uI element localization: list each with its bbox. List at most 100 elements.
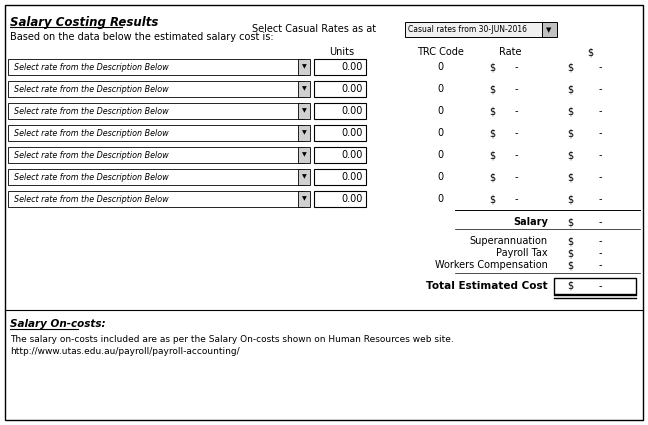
Text: $: $ bbox=[489, 172, 495, 182]
Text: -: - bbox=[598, 62, 602, 72]
Text: Select rate from the Description Below: Select rate from the Description Below bbox=[14, 85, 168, 94]
Bar bbox=[8, 191, 304, 207]
Text: Select rate from the Description Below: Select rate from the Description Below bbox=[14, 195, 168, 204]
Bar bbox=[314, 81, 366, 97]
Bar bbox=[405, 22, 547, 37]
Text: $: $ bbox=[567, 217, 573, 227]
Text: $: $ bbox=[567, 194, 573, 204]
Text: 0: 0 bbox=[437, 106, 443, 116]
Text: Salary On-costs:: Salary On-costs: bbox=[10, 319, 106, 329]
Text: Select rate from the Description Below: Select rate from the Description Below bbox=[14, 150, 168, 159]
Text: -: - bbox=[515, 150, 518, 160]
Bar bbox=[8, 81, 304, 97]
Text: ▼: ▼ bbox=[301, 175, 307, 179]
Text: ▼: ▼ bbox=[301, 153, 307, 158]
Text: -: - bbox=[515, 194, 518, 204]
Text: $: $ bbox=[567, 150, 573, 160]
Text: $: $ bbox=[567, 106, 573, 116]
Text: Payroll Tax: Payroll Tax bbox=[496, 248, 548, 258]
Text: -: - bbox=[598, 281, 602, 291]
Text: Select rate from the Description Below: Select rate from the Description Below bbox=[14, 62, 168, 71]
Text: $: $ bbox=[567, 260, 573, 270]
Text: $: $ bbox=[489, 106, 495, 116]
Text: $: $ bbox=[489, 150, 495, 160]
Text: $: $ bbox=[567, 172, 573, 182]
Text: $: $ bbox=[567, 128, 573, 138]
Bar bbox=[298, 169, 310, 185]
Bar bbox=[298, 103, 310, 119]
Text: $: $ bbox=[587, 47, 593, 57]
Text: $: $ bbox=[567, 281, 573, 291]
Text: Select Casual Rates as at: Select Casual Rates as at bbox=[252, 24, 376, 34]
Bar bbox=[542, 22, 557, 37]
Text: TRC Code: TRC Code bbox=[417, 47, 463, 57]
Text: -: - bbox=[598, 236, 602, 246]
Text: 0: 0 bbox=[437, 84, 443, 94]
Text: -: - bbox=[598, 172, 602, 182]
Text: 0.00: 0.00 bbox=[341, 194, 363, 204]
Bar bbox=[314, 191, 366, 207]
Text: ▼: ▼ bbox=[301, 108, 307, 113]
Text: -: - bbox=[515, 106, 518, 116]
Text: Salary: Salary bbox=[513, 217, 548, 227]
Text: Based on the data below the estimated salary cost is:: Based on the data below the estimated sa… bbox=[10, 32, 273, 42]
Text: -: - bbox=[515, 172, 518, 182]
Text: $: $ bbox=[567, 84, 573, 94]
Text: Workers Compensation: Workers Compensation bbox=[435, 260, 548, 270]
Bar bbox=[8, 169, 304, 185]
Bar bbox=[554, 278, 636, 294]
Text: Select rate from the Description Below: Select rate from the Description Below bbox=[14, 107, 168, 116]
Text: 0: 0 bbox=[437, 128, 443, 138]
Text: -: - bbox=[515, 128, 518, 138]
Text: -: - bbox=[598, 248, 602, 258]
Text: 0: 0 bbox=[437, 150, 443, 160]
Text: $: $ bbox=[567, 236, 573, 246]
Text: $: $ bbox=[489, 62, 495, 72]
Text: Salary Costing Results: Salary Costing Results bbox=[10, 15, 158, 28]
Text: -: - bbox=[515, 62, 518, 72]
Bar bbox=[314, 59, 366, 75]
Text: Rate: Rate bbox=[499, 47, 521, 57]
Text: ▼: ▼ bbox=[301, 130, 307, 136]
Bar bbox=[314, 169, 366, 185]
Bar bbox=[298, 81, 310, 97]
Text: 0: 0 bbox=[437, 194, 443, 204]
Bar bbox=[298, 191, 310, 207]
Text: 0.00: 0.00 bbox=[341, 84, 363, 94]
Bar bbox=[314, 147, 366, 163]
Bar bbox=[8, 147, 304, 163]
Text: Select rate from the Description Below: Select rate from the Description Below bbox=[14, 128, 168, 138]
Text: -: - bbox=[598, 194, 602, 204]
Bar bbox=[298, 59, 310, 75]
Text: ▼: ▼ bbox=[301, 196, 307, 201]
Text: Superannuation: Superannuation bbox=[470, 236, 548, 246]
Text: http://www.utas.edu.au/payroll/payroll-accounting/: http://www.utas.edu.au/payroll/payroll-a… bbox=[10, 346, 240, 355]
Bar bbox=[8, 59, 304, 75]
Text: 0.00: 0.00 bbox=[341, 172, 363, 182]
Bar bbox=[314, 103, 366, 119]
Text: $: $ bbox=[489, 194, 495, 204]
Text: 0.00: 0.00 bbox=[341, 62, 363, 72]
Text: -: - bbox=[598, 106, 602, 116]
Text: -: - bbox=[598, 260, 602, 270]
Text: $: $ bbox=[489, 84, 495, 94]
Text: -: - bbox=[598, 150, 602, 160]
Text: -: - bbox=[598, 128, 602, 138]
Text: -: - bbox=[598, 84, 602, 94]
Text: -: - bbox=[598, 217, 602, 227]
Text: Total Estimated Cost: Total Estimated Cost bbox=[426, 281, 548, 291]
Bar bbox=[8, 103, 304, 119]
Bar bbox=[8, 125, 304, 141]
Text: $: $ bbox=[567, 62, 573, 72]
Bar bbox=[314, 125, 366, 141]
Text: Select rate from the Description Below: Select rate from the Description Below bbox=[14, 173, 168, 181]
Text: 0: 0 bbox=[437, 62, 443, 72]
Text: ▼: ▼ bbox=[301, 65, 307, 70]
Text: Units: Units bbox=[329, 47, 354, 57]
Text: 0.00: 0.00 bbox=[341, 106, 363, 116]
Text: Casual rates from 30-JUN-2016: Casual rates from 30-JUN-2016 bbox=[408, 25, 527, 34]
Text: -: - bbox=[515, 84, 518, 94]
Text: ▼: ▼ bbox=[301, 87, 307, 91]
Text: 0.00: 0.00 bbox=[341, 128, 363, 138]
Text: The salary on-costs included are as per the Salary On-costs shown on Human Resou: The salary on-costs included are as per … bbox=[10, 335, 454, 345]
